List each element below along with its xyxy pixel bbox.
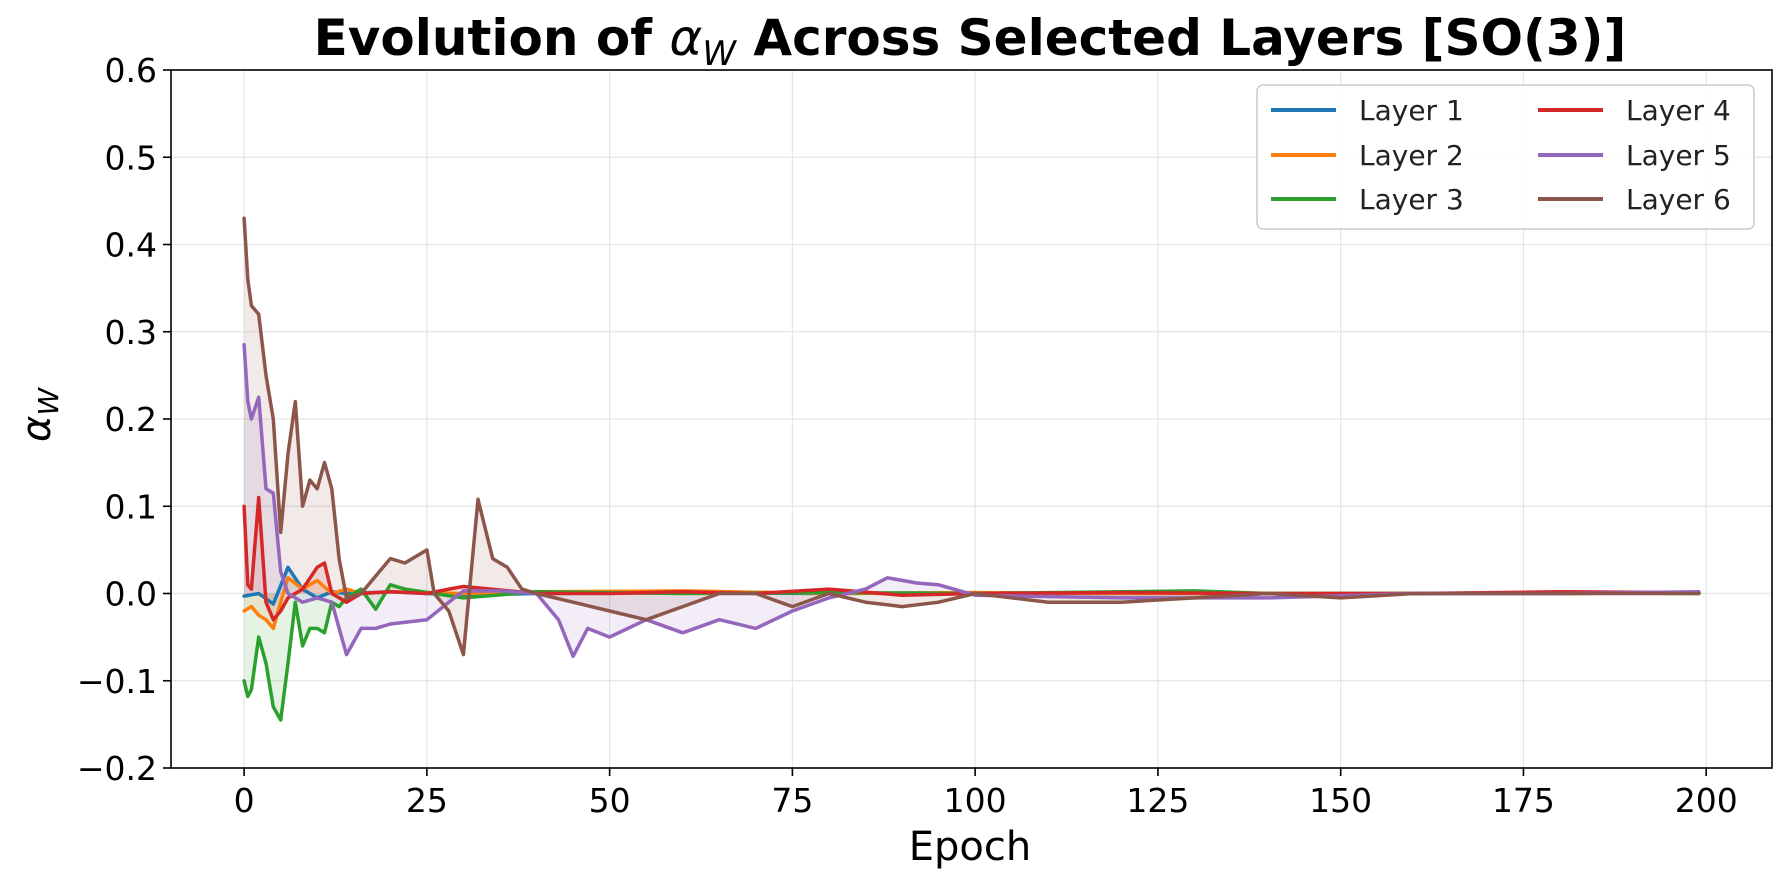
x-tick-label: 50 [589, 781, 631, 820]
y-tick-label: 0.0 [105, 575, 157, 614]
y-axis-label: αW [14, 387, 65, 442]
legend-label-layer-1: Layer 1 [1359, 94, 1464, 127]
x-tick-label: 125 [1126, 781, 1189, 820]
legend-label-layer-6: Layer 6 [1626, 183, 1731, 216]
series-line-layer-4 [242, 495, 1701, 622]
x-axis-label: Epoch [909, 824, 1031, 870]
legend-label-layer-3: Layer 3 [1359, 183, 1464, 216]
y-tick-label: 0.4 [105, 226, 157, 265]
x-tick-label: 175 [1492, 781, 1555, 820]
y-tick-label: 0.5 [105, 138, 157, 177]
y-tick-label: 0.1 [105, 487, 157, 526]
legend-label-layer-4: Layer 4 [1626, 94, 1731, 127]
x-tick-label: 150 [1309, 781, 1372, 820]
y-tick-label: 0.2 [105, 400, 157, 439]
legend-label-layer-5: Layer 5 [1626, 139, 1731, 172]
series-line-layer-6 [242, 216, 1701, 657]
legend: Layer 1 Layer 2 Layer 3 Layer 4 Layer 5 Layer… [1256, 84, 1755, 230]
legend-frame [1256, 84, 1755, 230]
x-tick-label: 0 [234, 781, 255, 820]
y-tick-label: −0.2 [77, 749, 157, 788]
y-tick-label: 0.3 [105, 313, 157, 352]
x-tick-label: 200 [1675, 781, 1738, 820]
series-line-layer-5 [242, 343, 1701, 659]
x-ticks: 0 25 50 75 100 125 150 175 200 [234, 768, 1738, 820]
y-tick-label: 0.6 [105, 51, 157, 90]
x-tick-label: 100 [944, 781, 1007, 820]
series-lines [242, 216, 1701, 722]
legend-label-layer-2: Layer 2 [1359, 139, 1464, 172]
y-ticks: −0.2 −0.1 0.0 0.1 0.2 0.3 0.4 0.5 0.6 [77, 51, 171, 788]
x-tick-label: 75 [771, 781, 813, 820]
y-tick-label: −0.1 [77, 662, 157, 701]
chart-title: Evolution of αW Across Selected Layers [… [314, 9, 1627, 74]
x-tick-label: 25 [406, 781, 448, 820]
